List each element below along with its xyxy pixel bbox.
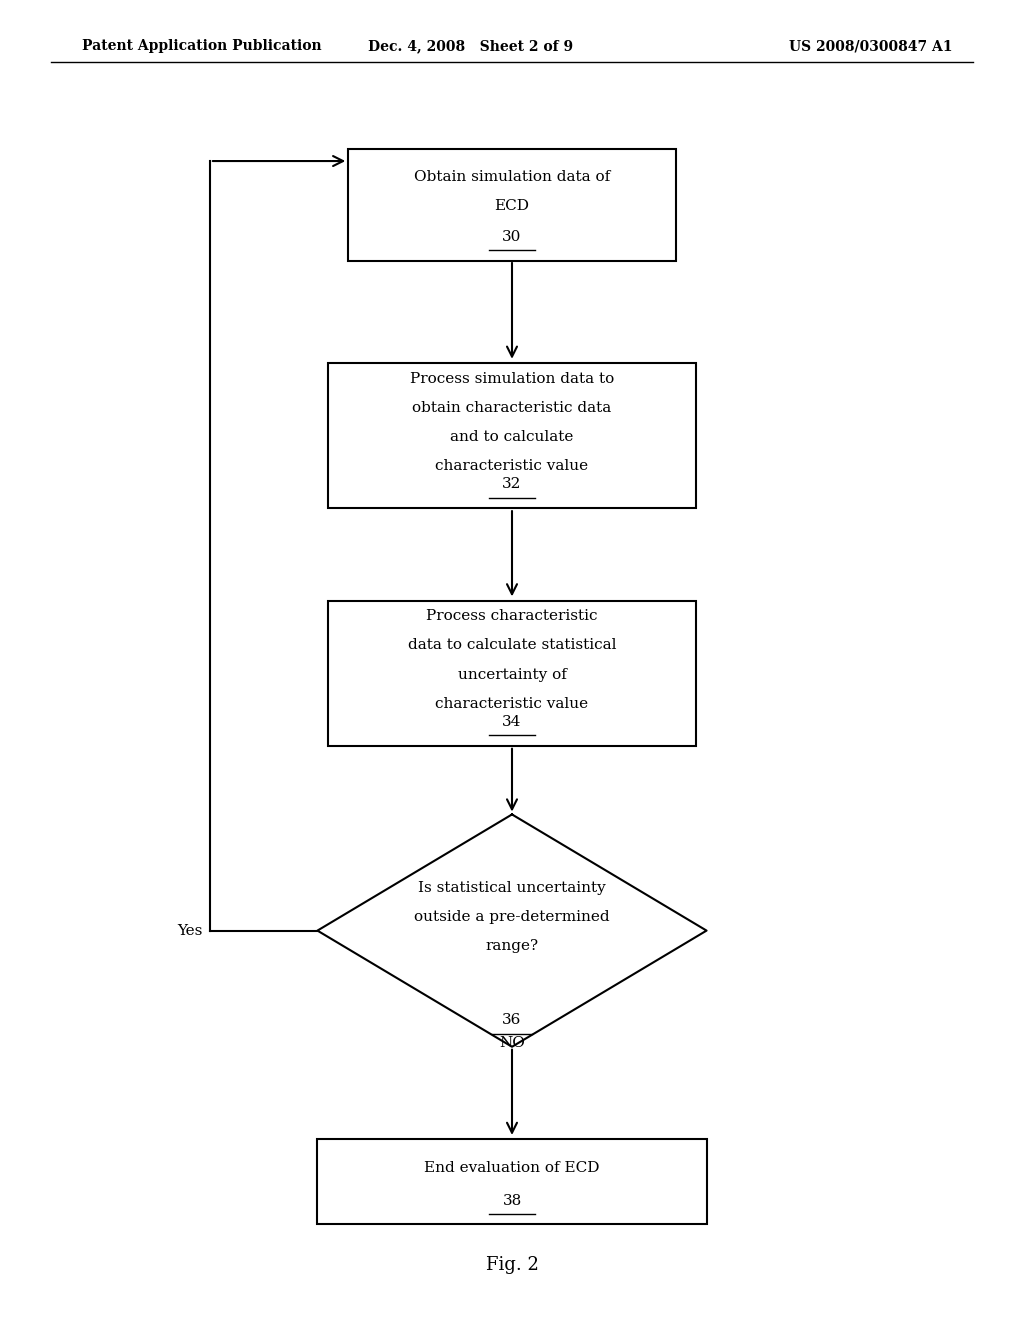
Text: 30: 30 — [503, 230, 521, 244]
FancyBboxPatch shape — [348, 149, 676, 261]
Text: Is statistical uncertainty: Is statistical uncertainty — [418, 882, 606, 895]
Text: characteristic value: characteristic value — [435, 697, 589, 710]
Text: outside a pre-determined: outside a pre-determined — [414, 911, 610, 924]
Text: Dec. 4, 2008   Sheet 2 of 9: Dec. 4, 2008 Sheet 2 of 9 — [369, 40, 573, 53]
FancyBboxPatch shape — [328, 363, 696, 508]
Text: 38: 38 — [503, 1193, 521, 1208]
Text: characteristic value: characteristic value — [435, 459, 589, 473]
Text: Yes: Yes — [177, 924, 202, 937]
Text: and to calculate: and to calculate — [451, 430, 573, 444]
Text: End evaluation of ECD: End evaluation of ECD — [424, 1162, 600, 1175]
Text: 34: 34 — [503, 715, 521, 729]
Text: obtain characteristic data: obtain characteristic data — [413, 401, 611, 414]
Text: uncertainty of: uncertainty of — [458, 668, 566, 681]
FancyBboxPatch shape — [328, 601, 696, 746]
Text: Process simulation data to: Process simulation data to — [410, 372, 614, 385]
Text: Obtain simulation data of: Obtain simulation data of — [414, 170, 610, 183]
Text: NO: NO — [499, 1036, 525, 1049]
Text: data to calculate statistical: data to calculate statistical — [408, 639, 616, 652]
Text: ECD: ECD — [495, 199, 529, 213]
Text: US 2008/0300847 A1: US 2008/0300847 A1 — [788, 40, 952, 53]
Text: 36: 36 — [503, 1014, 521, 1027]
Text: Patent Application Publication: Patent Application Publication — [82, 40, 322, 53]
Text: Fig. 2: Fig. 2 — [485, 1255, 539, 1274]
Text: range?: range? — [485, 940, 539, 953]
Text: Process characteristic: Process characteristic — [426, 610, 598, 623]
FancyBboxPatch shape — [317, 1138, 707, 1225]
Text: 32: 32 — [503, 478, 521, 491]
